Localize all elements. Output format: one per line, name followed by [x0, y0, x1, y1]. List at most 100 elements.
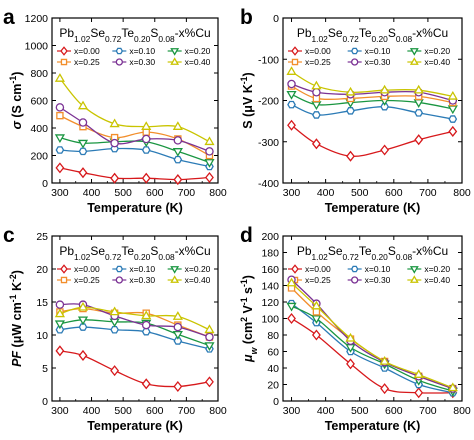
y-axis-title-run: σ: [10, 120, 24, 129]
x-tick-label: 600: [146, 187, 164, 199]
y-tick-label: 40: [267, 363, 279, 375]
legend-label: x=0.40: [185, 275, 211, 285]
y-axis-title-run: ): [10, 270, 24, 274]
y-axis-title-run: PF: [10, 351, 24, 367]
y-tick-label: 0: [273, 13, 279, 25]
data-point: [204, 324, 215, 334]
legend-label: x=0.20: [424, 264, 450, 274]
data-point: [141, 121, 152, 130]
legend-label: x=0.40: [424, 275, 450, 285]
data-point: [77, 316, 89, 326]
legend-marker: [351, 276, 359, 284]
y-tick-label: 180: [261, 248, 279, 260]
y-tick-label: 25: [36, 231, 48, 243]
legend-label: x=0.10: [129, 264, 155, 274]
y-tick-label: 20: [36, 264, 48, 276]
data-point: [109, 118, 120, 128]
x-tick-label: 400: [83, 187, 101, 199]
data-point: [110, 138, 119, 148]
y-tick-label: 800: [30, 68, 48, 80]
plot-frame: [51, 235, 219, 402]
panel-letter: b: [240, 6, 253, 29]
legend-marker: [409, 57, 419, 65]
x-tick-label: 700: [178, 405, 196, 417]
data-point: [142, 128, 150, 136]
panel-formula: Pb1.02Se0.72Te0.20S0.08-x%Cu: [59, 26, 210, 44]
y-tick-label: 140: [261, 281, 279, 293]
data-point: [414, 109, 424, 117]
panel-formula-run: -x%Cu: [175, 244, 211, 258]
panel-letter: d: [240, 224, 253, 247]
data-point: [345, 332, 356, 342]
data-point: [78, 118, 88, 127]
legend-marker: [291, 46, 299, 56]
data-point: [414, 134, 424, 146]
y-tick-label: 80: [267, 330, 279, 342]
data-point: [173, 136, 183, 145]
x-axis-title: Temperature (K): [325, 201, 421, 215]
data-point: [447, 90, 458, 100]
data-point: [77, 301, 89, 311]
y-axis-title-run: (cm: [241, 322, 255, 348]
legend-marker: [350, 47, 359, 55]
legend-label: x=0.40: [185, 57, 211, 67]
data-point: [345, 86, 356, 96]
panel-formula-run: -x%Cu: [175, 26, 211, 40]
x-tick-label: 700: [419, 405, 437, 417]
legend-label: x=0.00: [74, 264, 100, 274]
y-tick-label: 200: [30, 151, 48, 163]
data-point: [173, 174, 183, 186]
legend-marker: [60, 264, 68, 274]
legend-marker: [409, 266, 419, 274]
x-tick-label: 400: [317, 405, 335, 417]
data-point: [54, 73, 65, 82]
data-point: [448, 115, 458, 123]
legend-label: x=0.30: [365, 275, 391, 285]
x-tick-label: 600: [146, 405, 164, 417]
panel-formula-run: Se: [90, 26, 105, 40]
y-axis-title-run: μ: [241, 354, 255, 363]
x-tick-label: 400: [83, 405, 101, 417]
panel-formula-run: Pb: [59, 244, 74, 258]
data-point: [286, 66, 297, 75]
legend-label: x=0.00: [305, 46, 331, 56]
data-point: [172, 311, 183, 320]
data-point: [311, 80, 322, 90]
panel-a: a 300 400 500 600 700 800 0 200 400 600 800 1000 1200…: [3, 6, 227, 215]
y-axis-title-run: -1: [239, 297, 249, 305]
y-axis-title-run: ): [241, 275, 255, 279]
panel-letter: a: [3, 6, 15, 29]
legend-label: x=0.40: [424, 57, 450, 67]
x-tick-label: 800: [453, 405, 471, 417]
y-tick-label: 1000: [25, 41, 49, 53]
y-axis-title-run: 2: [239, 317, 249, 322]
y-tick-label: 10: [36, 330, 48, 342]
y-tick-label: 120: [261, 297, 279, 309]
x-tick-label: 300: [51, 187, 69, 199]
panel-formula-run: 0.20: [372, 252, 389, 262]
panel-formula-run: Pb: [59, 26, 74, 40]
panel-formula-run: 1.02: [312, 34, 329, 44]
data-point: [141, 327, 151, 336]
legend-label: x=0.00: [74, 46, 100, 56]
y-tick-label: 1200: [25, 13, 49, 25]
y-tick-label: 0: [42, 178, 48, 190]
data-point: [141, 134, 151, 144]
panel-formula-run: 0.72: [343, 34, 360, 44]
data-point: [141, 378, 151, 390]
y-axis-title: PF (μW cm-1 K-2): [8, 270, 24, 367]
legend-label: x=0.25: [74, 275, 100, 285]
y-tick-label: 100: [261, 314, 279, 326]
panel-formula: Pb1.02Se0.72Te0.20S0.08-x%Cu: [297, 26, 448, 44]
panel-formula: Pb1.02Se0.72Te0.20S0.08-x%Cu: [59, 244, 210, 262]
data-point: [54, 308, 65, 318]
panel-formula-run: Pb: [297, 244, 312, 258]
data-point: [413, 84, 424, 94]
data-point: [109, 306, 120, 316]
panel-letter: c: [3, 224, 15, 247]
x-tick-label: 700: [178, 187, 196, 199]
panel-d: d 300 400 500 600 700 800 0 20 40 60 80 100 120 140 160…: [239, 224, 471, 433]
data-point: [312, 88, 321, 97]
data-point: [55, 162, 65, 174]
